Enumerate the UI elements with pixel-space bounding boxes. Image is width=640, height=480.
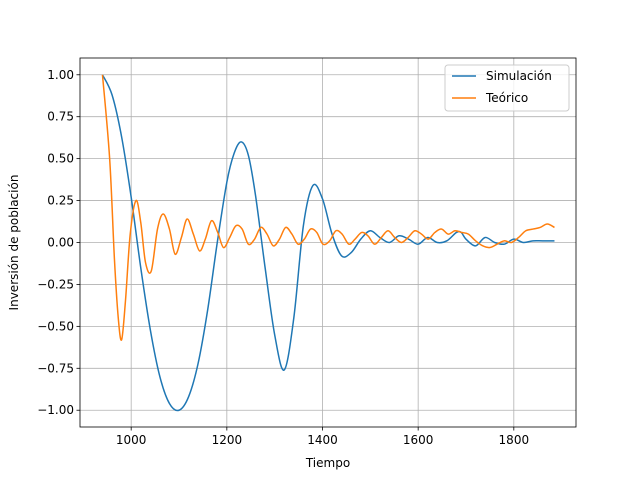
y-tick-label: −0.50 bbox=[37, 319, 74, 333]
x-tick-label: 1800 bbox=[499, 433, 530, 447]
x-axis-label: Tiempo bbox=[305, 456, 350, 470]
series-line-teorico bbox=[101, 74, 555, 341]
y-tick-label: −1.00 bbox=[37, 403, 74, 417]
y-tick-label: −0.25 bbox=[37, 277, 74, 291]
x-tick-label: 1600 bbox=[403, 433, 434, 447]
y-tick-label: −0.75 bbox=[37, 361, 74, 375]
legend-label-simulacion: Simulación bbox=[486, 69, 552, 83]
x-tick-label: 1000 bbox=[116, 433, 147, 447]
x-tick-label: 1400 bbox=[307, 433, 338, 447]
y-axis: −1.00 −0.75 −0.50 −0.25 0.00 0.25 0.50 0.75 1.00 bbox=[37, 68, 80, 417]
x-axis: 1000 1200 1400 1600 1800 bbox=[116, 427, 529, 447]
y-axis-label: Inversión de población bbox=[7, 175, 21, 311]
legend-label-teorico: Teórico bbox=[485, 91, 528, 105]
y-tick-label: 1.00 bbox=[47, 68, 74, 82]
y-tick-label: 0.75 bbox=[47, 110, 74, 124]
series-line-simulacion bbox=[101, 74, 555, 412]
y-tick-label: 0.50 bbox=[47, 152, 74, 166]
series-layer bbox=[101, 74, 555, 412]
y-tick-label: 0.00 bbox=[47, 236, 74, 250]
x-tick-label: 1200 bbox=[212, 433, 243, 447]
legend: Simulación Teórico bbox=[444, 64, 570, 112]
grid bbox=[80, 58, 576, 427]
y-tick-label: 0.25 bbox=[47, 194, 74, 208]
